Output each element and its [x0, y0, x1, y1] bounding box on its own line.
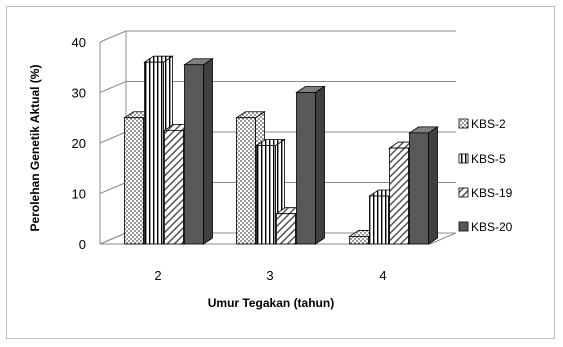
gridline-connector: [99, 30, 127, 43]
legend-label: KBS-20: [471, 220, 513, 234]
bar-front: [349, 236, 369, 245]
legend-item-kbs-19: KBS-19: [458, 186, 513, 200]
y-tick-label: 20: [72, 136, 86, 151]
y-tick-label: 0: [79, 237, 86, 252]
bar-front: [184, 64, 204, 245]
x-axis-title: Umur Tegakan (tahun): [208, 296, 334, 310]
bar-front: [276, 213, 296, 245]
gridline-connector: [99, 81, 127, 93]
y-tick-labels: 0 10 20 30 40: [72, 35, 86, 252]
bar-front: [144, 61, 164, 245]
y-tick-label: 10: [72, 187, 86, 202]
legend-label: KBS-5: [471, 152, 506, 166]
bar-side: [203, 57, 213, 245]
legend-swatch: [458, 187, 469, 198]
bar-front: [164, 129, 184, 245]
bar-front: [256, 145, 276, 245]
bar-front: [409, 132, 429, 245]
x-tick-label: 4: [379, 268, 386, 283]
gridline-connector: [99, 131, 127, 144]
legend-label: KBS-19: [471, 186, 513, 200]
y-tick-label: 40: [72, 35, 86, 50]
chart-floor: [99, 232, 457, 245]
bar-kbs-20-2: [183, 57, 214, 245]
x-tick-label: 2: [154, 268, 161, 283]
x-tick-labels: 2 3 4: [154, 268, 386, 283]
bar-side: [315, 85, 325, 245]
legend-item-kbs-2: KBS-2: [458, 117, 506, 131]
legend-swatch: [458, 118, 469, 129]
legend-label: KBS-2: [471, 117, 506, 131]
bar-front: [296, 92, 316, 245]
y-tick-label: 30: [72, 86, 86, 101]
legend-item-kbs-5: KBS-5: [458, 152, 506, 166]
gridline-connector: [99, 182, 127, 194]
legend-item-kbs-20: KBS-20: [458, 220, 513, 234]
bar-front: [369, 195, 389, 245]
floor-plane: [99, 232, 457, 245]
legend-swatch: [458, 221, 469, 232]
bar-side: [428, 126, 438, 245]
legend-swatch: [458, 153, 469, 164]
x-tick-label: 3: [266, 268, 273, 283]
bars: [123, 55, 439, 245]
bar-kbs-20-4: [408, 126, 439, 245]
bar-front: [124, 117, 144, 245]
legend: KBS-2 KBS-5 KBS-19 KBS-20: [458, 117, 513, 234]
bar-front: [389, 147, 409, 245]
bar-front: [236, 117, 256, 245]
bar-kbs-20-3: [295, 85, 326, 245]
y-axis-title: Perolehan Genetik Aktual (%): [28, 65, 42, 232]
